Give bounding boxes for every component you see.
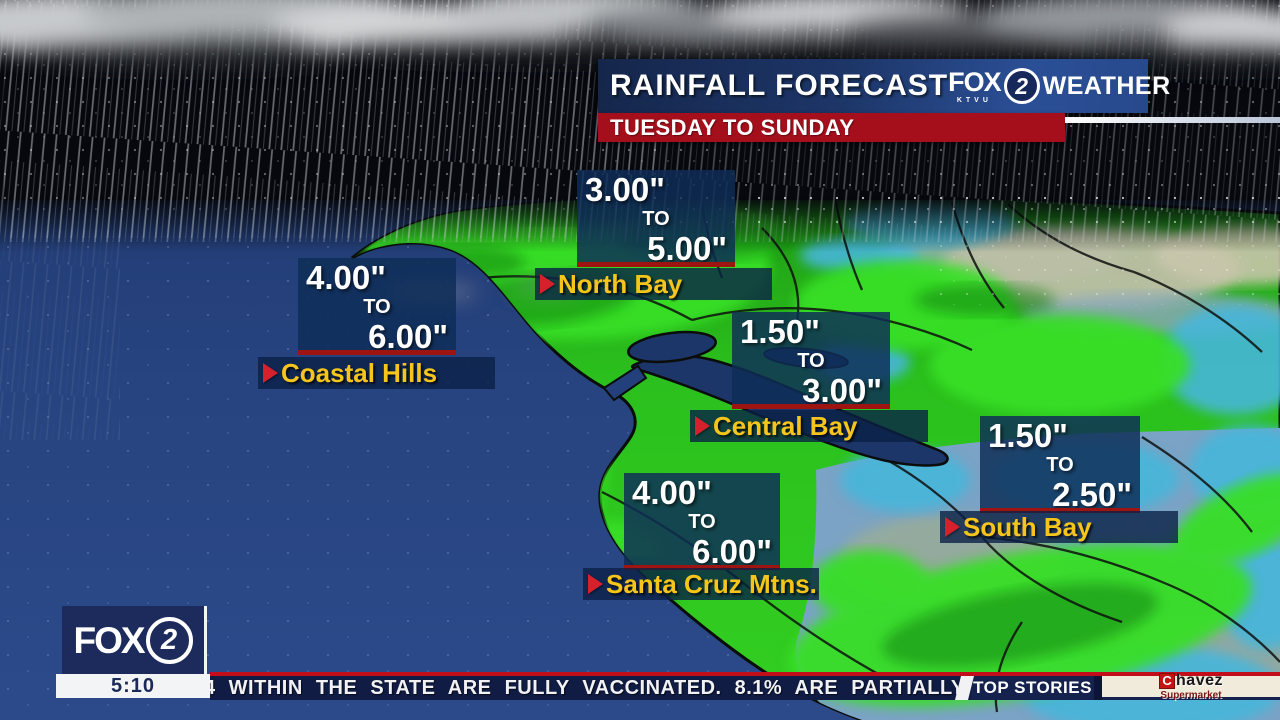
region-marker-icon [540,274,555,294]
rain-min-value: 4.00" [306,259,386,296]
rain-min-value: 1.50" [740,313,820,350]
region-label-north-bay: North Bay [535,268,772,300]
date-range-banner: TUESDAY TO SUNDAY [598,113,1065,142]
rain-range-joiner: TO [642,208,670,230]
ktvu-station-text: KTVU [956,96,992,104]
ticker-text: 4 WITHIN THE STATE ARE FULLY VACCINATED.… [210,676,958,699]
rain-max-value: 2.50" [1052,476,1132,513]
news-ticker-bar: 4 WITHIN THE STATE ARE FULLY VACCINATED.… [210,672,1280,700]
rain-min-value: 3.00" [585,171,665,208]
region-name: Central Bay [713,410,858,441]
rain-max-value: 5.00" [647,230,727,267]
page-title: RAINFALL FORECAST [610,69,949,102]
rain-range-joiner: TO [1046,454,1074,476]
callout-underline [624,565,780,570]
fox-weather-brand: FOX KTVU 2 WEATHER [948,68,1171,104]
ticker-text-area: 4 WITHIN THE STATE ARE FULLY VACCINATED.… [210,676,958,700]
top-stories-tab: TOP STORIES [971,676,1094,700]
clock-time: 5:10 [110,674,156,697]
rain-max-value: 6.00" [692,533,772,570]
rainfall-callout-central-bay: 1.50" TO 3.00" [732,312,890,409]
callout-underline [732,404,890,409]
callout-underline [577,262,735,267]
date-range-text: TUESDAY TO SUNDAY [610,114,855,140]
region-name: Santa Cruz Mtns. [606,568,817,599]
region-name: North Bay [558,268,683,299]
region-marker-icon [945,517,960,537]
rain-range-joiner: TO [363,296,391,318]
rainfall-callout-south-bay: 1.50" TO 2.50" [980,416,1140,513]
rain-min-value: 4.00" [632,474,712,511]
forecast-header: RAINFALL FORECAST FOX KTVU 2 WEATHER [598,59,1170,113]
sponsor-logo-icon: C [1159,672,1176,689]
region-name: South Bay [963,511,1092,542]
rainfall-callout-santa-cruz-mtns: 4.00" TO 6.00" [624,473,780,570]
region-label-coastal-hills: Coastal Hills [258,357,495,389]
region-name: Coastal Hills [281,357,438,388]
sponsor-name: havez [1176,671,1223,689]
time-strip: 5:10 [56,674,210,698]
weather-brand-text: WEATHER [1042,71,1171,100]
cloud-layer [0,0,1280,299]
callout-underline [298,350,456,355]
ticker-divider [1094,676,1102,700]
rain-range-joiner: TO [688,511,716,533]
channel-2-logo-icon: 2 [1003,68,1040,104]
rain-max-value: 6.00" [368,318,448,355]
region-label-santa-cruz-mtns: Santa Cruz Mtns. [583,568,819,600]
callout-underline [980,508,1140,513]
region-label-south-bay: South Bay [940,511,1178,543]
rain-max-value: 3.00" [802,372,882,409]
sponsor-panel: C havez Supermarket [1102,671,1280,701]
rainfall-callout-coastal-hills: 4.00" TO 6.00" [298,258,456,355]
sponsor-tagline: Supermarket [1160,689,1222,701]
region-marker-icon [588,574,603,594]
fox-logo-text: FOX [73,619,145,661]
header-accent-strip [1065,117,1280,123]
top-stories-label: TOP STORIES [973,678,1092,697]
rainfall-callout-north-bay: 3.00" TO 5.00" [577,170,735,267]
rain-min-value: 1.50" [988,417,1068,454]
channel-2-logo-icon: 2 [145,616,193,664]
rain-range-joiner: TO [797,350,825,372]
station-badge: FOX 2 [62,606,207,674]
region-label-central-bay: Central Bay [690,410,928,442]
region-marker-icon [263,363,278,383]
land-layer [350,191,1280,720]
region-marker-icon [695,416,710,436]
fox-logo-text: FOX [948,66,1002,97]
